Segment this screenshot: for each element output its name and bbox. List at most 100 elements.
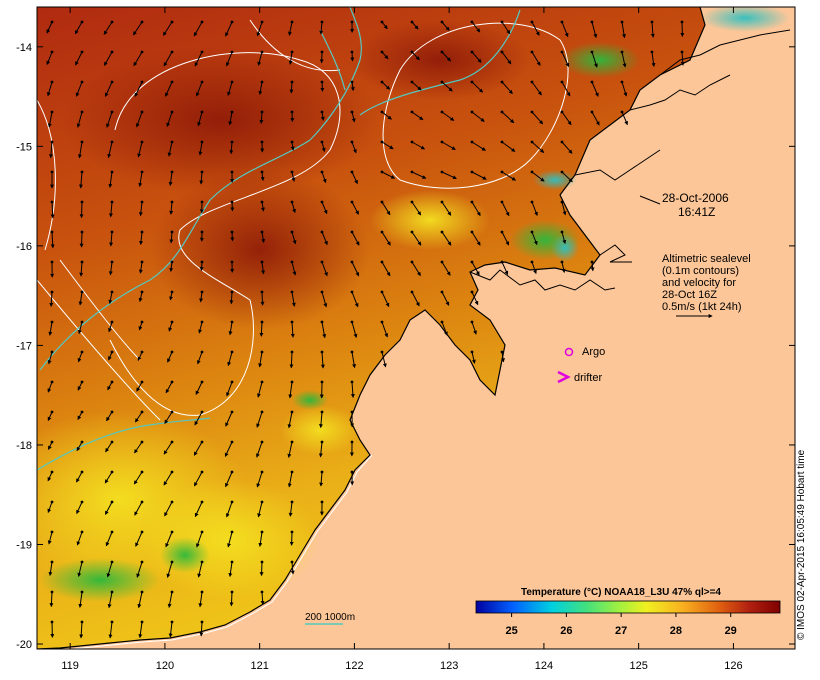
velocity-origin-dot [80, 500, 84, 504]
velocity-arrow [167, 591, 173, 608]
velocity-arrow [320, 81, 325, 92]
velocity-arrow [164, 411, 173, 424]
lat-tick-label: -15 [16, 141, 32, 153]
velocity-origin-dot [290, 380, 294, 384]
velocity-arrow [441, 171, 457, 180]
velocity-origin-dot [200, 320, 204, 324]
velocity-origin-dot [620, 80, 624, 84]
velocity-arrow [381, 291, 390, 308]
velocity-origin-dot [380, 350, 384, 354]
axis-ticks: 119 120 121 122 123 124 125 126 -14 -15 -16 -17 -18 -… [16, 7, 795, 672]
velocity-origin-dot [50, 440, 54, 444]
velocity-origin-dot [290, 470, 294, 474]
velocity-arrow [289, 81, 294, 94]
velocity-origin-dot [80, 590, 84, 594]
velocity-arrow [166, 561, 173, 578]
velocity-origin-dot [230, 110, 234, 114]
velocity-arrow [591, 81, 599, 97]
lat-tick-label: -16 [16, 241, 32, 253]
velocity-origin-dot [230, 230, 234, 234]
velocity-arrow [471, 21, 481, 33]
velocity-origin-dot [200, 290, 204, 294]
velocity-arrow [290, 561, 295, 575]
velocity-origin-dot [110, 20, 114, 24]
green-patch-1 [40, 558, 160, 602]
velocity-arrow [351, 141, 357, 154]
velocity-arrow [441, 21, 450, 31]
velocity-arrow [381, 231, 391, 246]
velocity-arrow [137, 351, 143, 362]
velocity-origin-dot [200, 530, 204, 534]
lon-tick-label: 120 [156, 660, 174, 672]
velocity-arrow [291, 231, 297, 245]
velocity-arrow [471, 111, 485, 122]
velocity-arrow [411, 51, 420, 61]
velocity-origin-dot [170, 110, 174, 114]
velocity-arrow [108, 351, 113, 361]
velocity-arrow [49, 291, 54, 307]
velocity-arrow [198, 141, 203, 156]
velocity-arrow [501, 141, 516, 152]
velocity-origin-dot [380, 230, 384, 234]
velocity-arrow [321, 291, 328, 308]
velocity-arrow [195, 81, 203, 97]
velocity-arrow [168, 171, 173, 186]
velocity-arrow [103, 21, 113, 35]
velocity-origin-dot [200, 170, 204, 174]
velocity-origin-dot [170, 590, 174, 594]
velocity-arrow [47, 351, 53, 365]
velocity-origin-dot [470, 290, 474, 294]
velocity-arrow [501, 51, 512, 65]
velocity-arrow [49, 591, 54, 608]
velocity-arrow [47, 471, 53, 482]
velocity-origin-dot [470, 170, 474, 174]
velocity-origin-dot [560, 200, 564, 204]
velocity-origin-dot [170, 140, 174, 144]
velocity-origin-dot [230, 290, 234, 294]
velocity-origin-dot [560, 50, 564, 54]
velocity-arrow [47, 381, 53, 393]
velocity-arrow [441, 231, 452, 246]
drifter-marker-icon [557, 370, 571, 384]
velocity-arrow [531, 171, 545, 182]
velocity-arrow [133, 471, 143, 485]
velocity-arrow [199, 171, 204, 185]
velocity-origin-dot [260, 50, 264, 54]
cyan-patch-1 [700, 7, 790, 32]
velocity-origin-dot [380, 170, 384, 174]
velocity-origin-dot [350, 110, 354, 114]
velocity-arrow [531, 261, 537, 275]
velocity-arrow [621, 111, 628, 126]
velocity-origin-dot [170, 410, 174, 414]
velocity-origin-dot [440, 290, 444, 294]
colorbar-ticks: 25 26 27 28 29 [505, 613, 737, 637]
velocity-origin-dot [290, 200, 294, 204]
velocity-origin-dot [140, 470, 144, 474]
velocity-origin-dot [290, 80, 294, 84]
velocity-origin-dot [350, 80, 354, 84]
velocity-arrow [194, 51, 203, 67]
velocity-origin-dot [230, 440, 234, 444]
velocity-origin-dot [440, 140, 444, 144]
isobath-label: 200 1000m [305, 612, 355, 623]
velocity-origin-dot [80, 440, 84, 444]
velocity-origin-dot [320, 170, 324, 174]
velocity-arrow [227, 81, 233, 97]
velocity-origin-dot [230, 170, 234, 174]
velocity-arrow [441, 111, 455, 121]
velocity-arrow [109, 231, 114, 247]
velocity-arrow [139, 231, 144, 246]
velocity-origin-dot [80, 620, 84, 624]
velocity-arrow [78, 171, 83, 189]
velocity-origin-dot [290, 230, 294, 234]
velocity-origin-dot [410, 200, 414, 204]
velocity-arrow [106, 411, 113, 422]
velocity-origin-dot [140, 380, 144, 384]
velocity-origin-dot [290, 350, 294, 354]
velocity-origin-dot [170, 470, 174, 474]
velocity-origin-dot [80, 80, 84, 84]
velocity-origin-dot [50, 200, 54, 204]
velocity-origin-dot [140, 410, 144, 414]
velocity-arrow [255, 441, 263, 458]
velocity-arrow [471, 141, 486, 151]
